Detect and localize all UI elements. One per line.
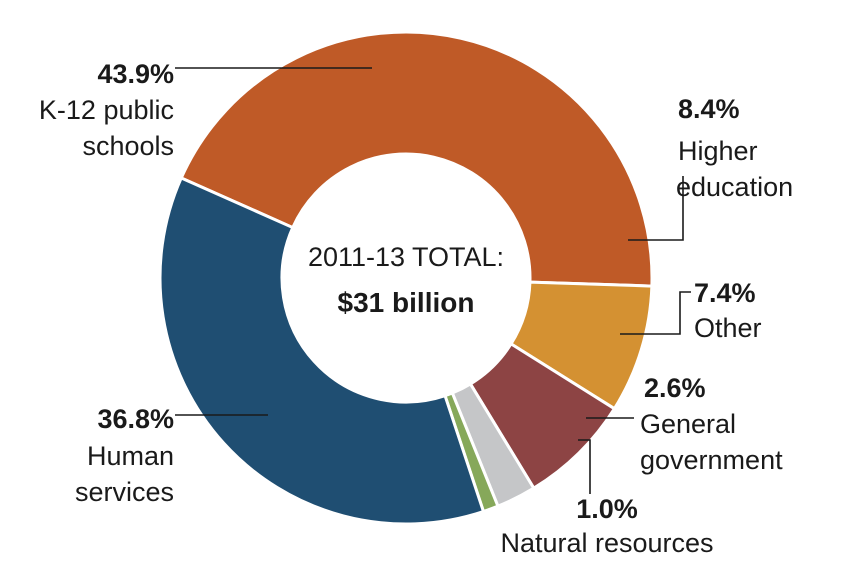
donut-slices	[158, 30, 654, 526]
leader-line-other	[620, 291, 691, 335]
slice-pct-natural-resources: 1.0%	[576, 494, 638, 524]
center-label-line1: 2011-13 TOTAL:	[308, 242, 504, 272]
slice-label-general-government-line2: government	[640, 445, 783, 475]
slice-pct-higher-education: 8.4%	[678, 94, 740, 124]
leader-lines	[175, 67, 691, 494]
slice-label-other: Other	[694, 313, 762, 343]
slice-pct-human-services: 36.8%	[97, 404, 174, 434]
slice-pct-general-government: 2.6%	[644, 373, 706, 403]
slice-k12	[179, 30, 654, 288]
center-label-line2: $31 billion	[338, 287, 475, 318]
leader-line-higher-education	[628, 176, 684, 241]
slice-label-higher-education-line1: Higher	[678, 136, 758, 166]
slice-label-k12-line1: K-12 public	[39, 95, 174, 125]
slice-label-general-government-line1: General	[640, 409, 736, 439]
slice-label-natural-resources: Natural resources	[500, 528, 713, 558]
slice-label-human-services-line1: Human	[87, 441, 174, 471]
slice-label-human-services-line2: services	[75, 477, 174, 507]
slice-pct-other: 7.4%	[694, 278, 756, 308]
slice-label-higher-education-line2: education	[676, 172, 793, 202]
slice-pct-k12: 43.9%	[97, 59, 174, 89]
leader-line-natural-resources	[578, 439, 591, 494]
slice-human-services	[158, 176, 485, 526]
slice-label-k12-line2: schools	[82, 131, 174, 161]
